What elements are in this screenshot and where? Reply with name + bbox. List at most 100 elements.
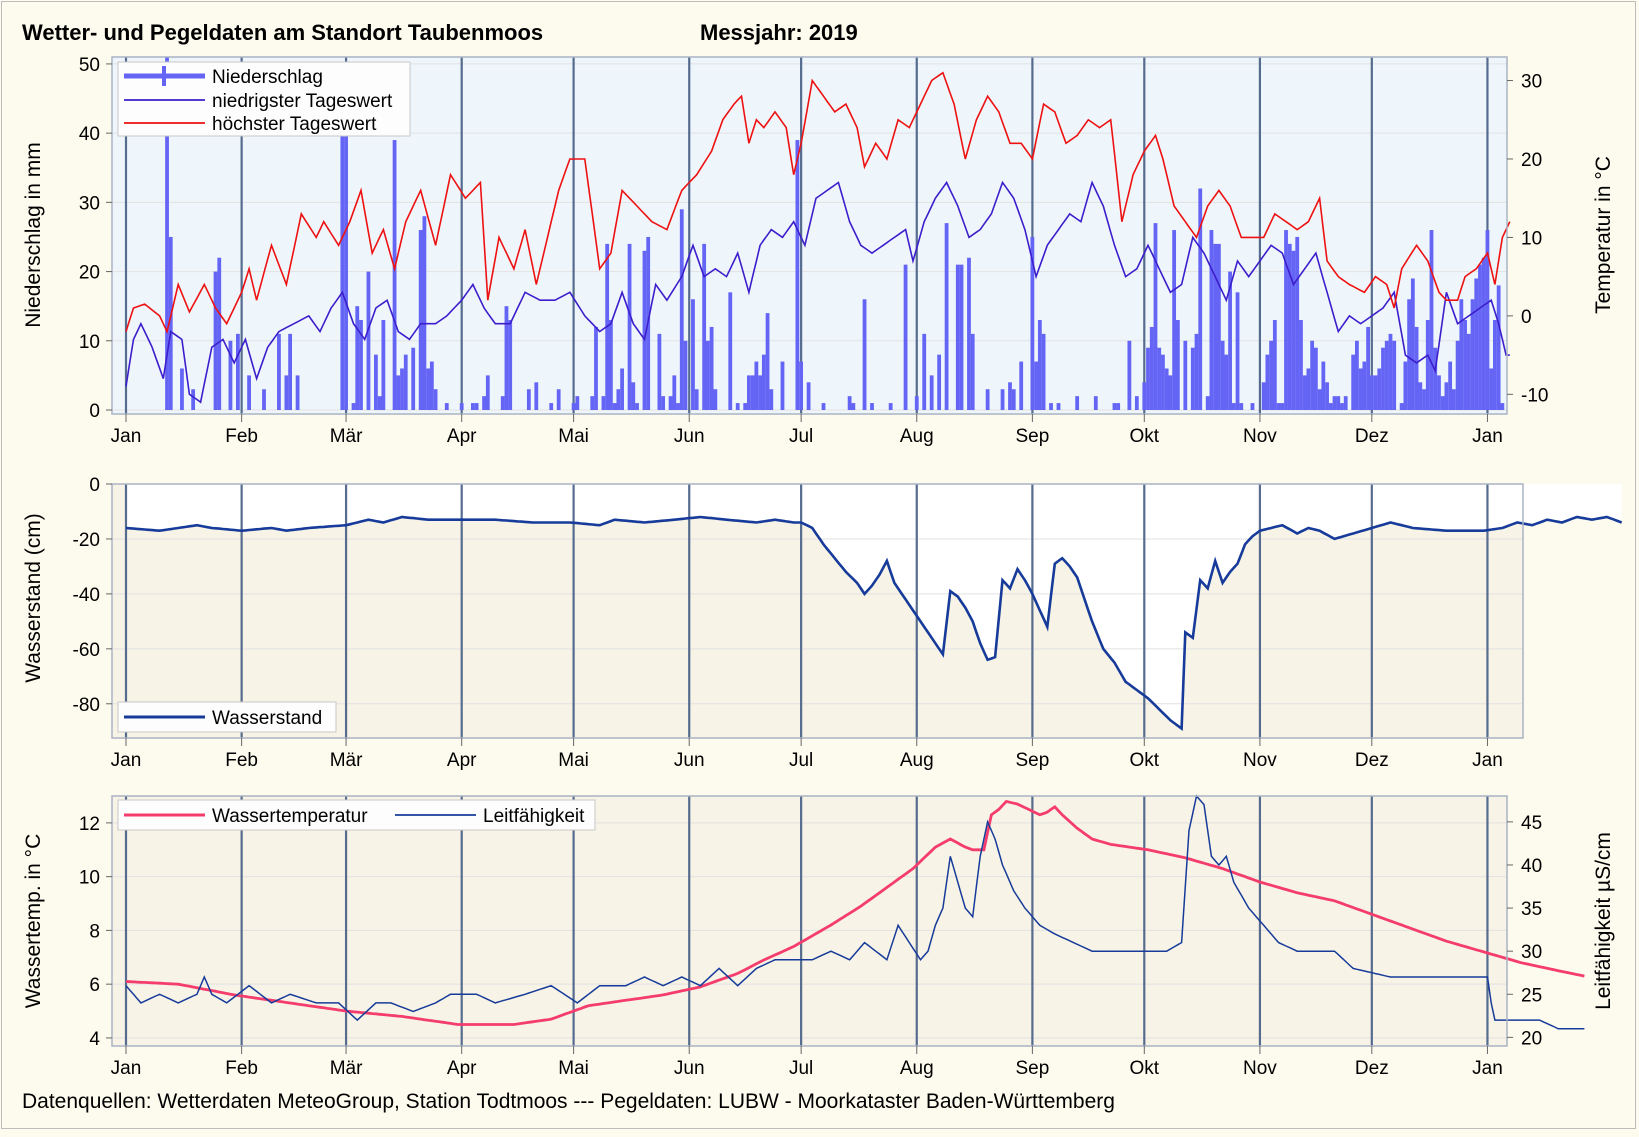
chart-title: Wetter- und Pegeldaten am Standort Taube… [22, 20, 543, 45]
x-tick-label: Aug [900, 1058, 934, 1079]
precip-bar [228, 340, 233, 410]
x-tick-label: Mai [558, 426, 589, 447]
precip-bar [1261, 382, 1266, 410]
panel2-left-ticks: 0 -20 -40 -60 -80 [73, 475, 112, 716]
precip-bar [590, 396, 595, 410]
precip-bar [1172, 230, 1177, 410]
precip-bar [750, 375, 755, 410]
x-tick-label: Mär [330, 750, 363, 771]
x-tick-label: Dez [1355, 1058, 1389, 1079]
precip-bar [1183, 340, 1188, 410]
y-tick-label: 20 [1521, 1028, 1542, 1049]
precip-bar [1235, 292, 1240, 410]
precip-bar [799, 361, 804, 410]
panel3-frame [111, 795, 1508, 1047]
x-tick-label: Feb [225, 426, 258, 447]
y-tick-label: 6 [89, 975, 100, 996]
precip-bar [635, 403, 639, 410]
precip-bar [1224, 354, 1229, 410]
y-tick-label: -60 [73, 640, 100, 661]
precip-bar [277, 333, 281, 410]
precip-bar [1291, 250, 1296, 410]
x-tick-label: Aug [900, 750, 934, 771]
y-tick-label: -40 [73, 585, 100, 606]
precip-bar [1463, 320, 1467, 410]
precip-bar [418, 230, 423, 410]
precip-bar [459, 403, 464, 410]
y-tick-label: -10 [1521, 385, 1548, 406]
precip-bar [1228, 271, 1232, 410]
panel3-legend: Wassertemperatur Leitfähigkeit [117, 799, 596, 831]
precip-bar [970, 333, 975, 410]
precip-bar [500, 396, 505, 410]
precip-bar [1284, 230, 1288, 410]
precip-bar [1429, 230, 1434, 410]
panel1-legend: Niederschlag niedrigster Tageswert höchs… [117, 61, 411, 137]
x-tick-label: Jun [674, 1058, 705, 1079]
precip-bar [1161, 354, 1165, 410]
precip-bar [1295, 236, 1300, 410]
precip-bar [642, 250, 647, 410]
x-tick-label: Sep [1015, 750, 1049, 771]
panel1-right-axis-label: Temperatur in °C [1592, 156, 1615, 314]
legend-label-water-level: Wasserstand [212, 708, 322, 729]
x-tick-label: Dez [1355, 750, 1389, 771]
x-tick-label: Jul [789, 426, 813, 447]
x-tick-label: Jan [1472, 1058, 1503, 1079]
precip-bar [1299, 320, 1303, 410]
precip-bar [485, 375, 490, 410]
precip-bar [1444, 382, 1449, 410]
precip-bar [1332, 396, 1337, 410]
precip-bar [668, 396, 673, 410]
y-tick-label: 0 [89, 401, 100, 422]
x-tick-label: Jul [789, 1058, 813, 1079]
x-tick-label: Okt [1130, 750, 1160, 771]
series-line-conductivity [125, 794, 1585, 1030]
precip-bar [761, 354, 766, 410]
y-tick-label: 25 [1521, 985, 1542, 1006]
y-tick-label: 8 [89, 921, 100, 942]
panel3-right-axis-label: Leitfähigkeit µS/cm [1592, 832, 1615, 1010]
precip-bar [705, 340, 710, 410]
precip-bar [1459, 299, 1464, 410]
legend-label-precip: Niederschlag [212, 67, 323, 88]
precip-bar [1448, 361, 1453, 410]
precip-bar [1377, 368, 1382, 410]
precip-bar [411, 347, 416, 410]
precip-bar [351, 403, 356, 410]
precip-bar [1037, 320, 1042, 410]
precip-bar [217, 257, 222, 410]
precip-bar [903, 264, 908, 410]
precip-bar [1168, 375, 1173, 410]
panel1-month-ticks: Jan Feb Mär Apr Mai Jun Jul Aug Sep Okt Nov Dez Jan [111, 414, 1503, 447]
x-tick-label: Aug [900, 426, 934, 447]
y-tick-label: 40 [79, 124, 100, 145]
precip-bar [470, 403, 475, 410]
precipitation-bars [165, 57, 1505, 410]
precip-bar [1373, 375, 1378, 410]
x-tick-label: Feb [225, 750, 258, 771]
x-tick-label: Jan [111, 750, 142, 771]
precip-bar [672, 375, 677, 410]
precip-bar [556, 389, 561, 410]
precip-bar [1049, 403, 1053, 410]
precip-bar [1425, 320, 1430, 410]
precip-bar [888, 403, 893, 410]
precip-bar [1336, 396, 1341, 410]
y-tick-label: 12 [79, 814, 100, 835]
precip-bar [400, 368, 404, 410]
precip-bar [1317, 389, 1322, 410]
panel2-month-ticks: Jan Feb Mär Apr Mai Jun Jul Aug Sep Okt Nov Dez Jan [111, 738, 1503, 771]
precip-bar [165, 57, 169, 410]
y-tick-label: 30 [1521, 942, 1542, 963]
precip-bar [1116, 403, 1121, 410]
measurement-year: Messjahr: 2019 [700, 20, 858, 45]
precip-bar [1470, 299, 1475, 410]
precip-bar [1493, 320, 1497, 410]
precip-bar [1008, 382, 1012, 410]
precip-bar [374, 354, 378, 410]
precip-bar [1019, 361, 1024, 410]
precip-bar [847, 396, 852, 410]
precip-bar [985, 389, 990, 410]
y-tick-label: 45 [1521, 813, 1542, 834]
